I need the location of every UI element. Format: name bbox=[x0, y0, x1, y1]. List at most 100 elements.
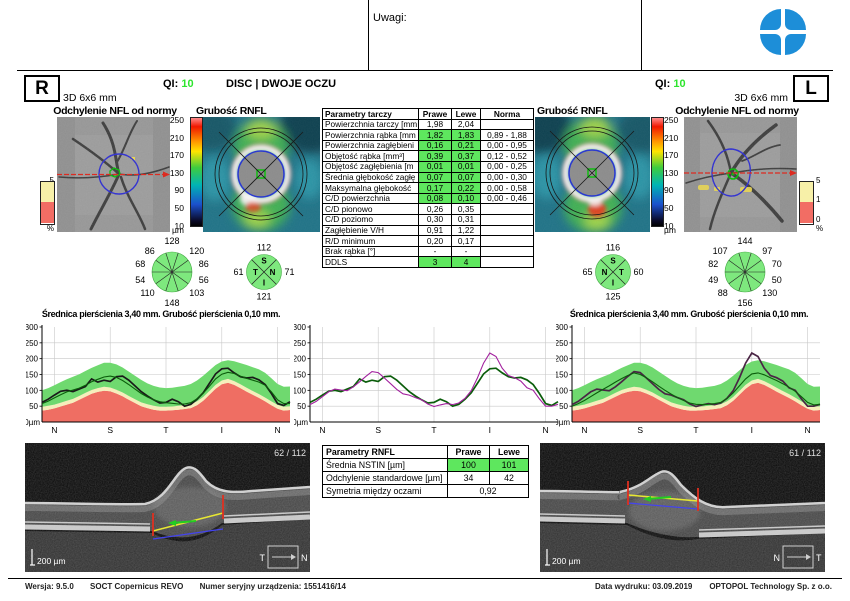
qi-left: QI: 10 bbox=[655, 78, 686, 90]
ring-title-left: Średnica pierścienia 3,40 mm. Grubość pi… bbox=[569, 309, 809, 319]
value-right-cell: 34 bbox=[447, 471, 490, 485]
scale-label: 200 µm bbox=[552, 556, 581, 566]
y-tick-label: 100 bbox=[294, 386, 307, 395]
value-right-cell: 0,08 bbox=[418, 192, 452, 205]
norm-band bbox=[42, 382, 290, 422]
bscan-image-right: 62 / 112 200 µm T N bbox=[25, 443, 310, 572]
orientation-letter-right: T bbox=[816, 553, 822, 563]
um-scale-tick: 170 bbox=[664, 150, 679, 161]
value-right-cell: 0,91 bbox=[418, 224, 452, 237]
scan-size-left: 3D 6x6 mm bbox=[734, 92, 788, 104]
clock-sector-value: 110 bbox=[140, 288, 154, 298]
qi-left-value: 10 bbox=[673, 78, 686, 90]
param-label-cell: R/D minimum bbox=[322, 235, 419, 247]
param-label-cell: Powierzchnia rąbka [mm bbox=[322, 129, 419, 141]
bmo-reference-line bbox=[627, 502, 699, 510]
um-scale-unit: µm bbox=[172, 225, 184, 235]
orientation-letter-left: T bbox=[260, 553, 266, 563]
deviation-pct-bar-right bbox=[40, 181, 55, 225]
qi-label: QI: bbox=[163, 78, 179, 90]
table-row: Maksymalna głębokość 0,17 0,22 0,00 - 0,58 bbox=[322, 182, 534, 194]
value-left-cell: 0,01 bbox=[451, 160, 481, 173]
clock-sector-value: 56 bbox=[199, 275, 209, 285]
cup-measure-arrow bbox=[168, 520, 176, 526]
clock-sector-line bbox=[171, 271, 189, 284]
value-left-cell: 2,04 bbox=[451, 118, 481, 131]
param-label-cell: Symetria między oczami bbox=[322, 484, 448, 498]
norm-cell: 0,00 - 0,46 bbox=[480, 192, 534, 205]
clock-sector-value: 103 bbox=[189, 288, 204, 298]
norm-cell: 0,00 - 0,30 bbox=[480, 171, 534, 184]
y-tick-label: 250 bbox=[26, 339, 39, 348]
table-header-cell: Prawe bbox=[418, 108, 452, 120]
clock-sector-line bbox=[165, 252, 173, 273]
orientation-box bbox=[782, 545, 814, 569]
profile-line bbox=[41, 371, 290, 405]
clock-sector-value: 148 bbox=[164, 298, 179, 308]
notes-label: Uwagi: bbox=[373, 12, 407, 24]
qi-label: QI: bbox=[655, 78, 671, 90]
value-left-cell: 1,22 bbox=[451, 224, 481, 237]
x-category-label: N bbox=[581, 425, 587, 435]
y-tick-label: 50 bbox=[29, 402, 38, 411]
y-tick-label: 300 bbox=[294, 323, 307, 332]
table-header-cell: Prawe bbox=[447, 445, 490, 459]
clock-sector-value: 82 bbox=[708, 259, 718, 269]
value-right-cell: 0,01 bbox=[418, 160, 452, 173]
frame-counter: 62 / 112 bbox=[274, 448, 306, 458]
clock-sector-line bbox=[728, 271, 746, 284]
um-scale-tick: 130 bbox=[664, 167, 679, 178]
clock-sector-line bbox=[728, 260, 746, 273]
clock-sector-value: 49 bbox=[708, 275, 718, 285]
quadrant-chart-right: S IT N 112 121 61 71 bbox=[233, 243, 294, 302]
table-row: R/D minimum 0,20 0,17 bbox=[322, 235, 534, 247]
x-category-label: I bbox=[489, 425, 491, 435]
value-left-cell: 0,31 bbox=[451, 213, 481, 226]
value-left-cell: 0,10 bbox=[451, 192, 481, 205]
value-right-cell: 100 bbox=[447, 458, 490, 472]
value-left-cell: 1,83 bbox=[451, 129, 481, 141]
y-tick-label: 50 bbox=[297, 402, 306, 411]
value-left-cell: 101 bbox=[489, 458, 529, 472]
header-rule bbox=[17, 70, 833, 71]
quadrant-letter: I bbox=[263, 279, 265, 288]
footer-print-date: Data wydruku: 03.09.2019 bbox=[595, 582, 693, 591]
table-row: C/D pionowo 0,26 0,35 bbox=[322, 203, 534, 215]
orientation-letter-left: N bbox=[774, 553, 781, 563]
x-category-label: I bbox=[751, 425, 753, 435]
table-header-cell: Norma bbox=[480, 108, 534, 120]
param-label-cell: Średnia głębokość zagłę bbox=[322, 171, 419, 184]
value-right-cell: 0,20 bbox=[418, 235, 452, 247]
um-scale-tick: 50 bbox=[664, 203, 674, 213]
param-label-cell: DDLS bbox=[322, 256, 419, 268]
clock-sector-line bbox=[744, 271, 752, 292]
orientation-letter-right: N bbox=[301, 553, 308, 563]
y-tick-label: 100 bbox=[26, 386, 39, 395]
clock-sector-line bbox=[155, 260, 173, 273]
clock-sector-line bbox=[744, 260, 762, 273]
y-tick-label: 300 bbox=[556, 323, 569, 332]
qi-right: QI: 10 bbox=[163, 78, 194, 90]
qi-right-value: 10 bbox=[181, 78, 194, 90]
table-row: Zagłębienie V/H 0,91 1,22 bbox=[322, 224, 534, 237]
x-category-label: T bbox=[431, 425, 436, 435]
um-scale-right: 250 210 170 130 90 50 10 µm bbox=[164, 113, 186, 235]
table-row: Średnia NSTIN [µm] 100 101 bbox=[322, 458, 529, 472]
x-category-label: N bbox=[805, 425, 811, 435]
deviation-title-left: Odchylenie NFL od normy bbox=[675, 105, 799, 117]
quadrant-letter: N bbox=[602, 268, 608, 277]
y-tick-label: 200 bbox=[294, 355, 307, 364]
clock-sector-line bbox=[744, 252, 752, 273]
norm-cell bbox=[480, 213, 534, 226]
clock-sector-line bbox=[738, 252, 746, 273]
y-tick-label: 250 bbox=[556, 339, 569, 348]
clock-sector-value: 120 bbox=[189, 246, 204, 256]
value-right-cell: 0,26 bbox=[418, 203, 452, 215]
param-label-cell: Powierzchnia tarczy [mm bbox=[322, 118, 419, 131]
y-tick-label: 50 bbox=[559, 402, 568, 411]
value-right-cell: 1,98 bbox=[418, 118, 452, 131]
y-tick-label: 200 bbox=[556, 355, 569, 364]
footer-company: OPTOPOL Technology Sp. z o.o. bbox=[709, 582, 832, 591]
value-left-cell: 0,35 bbox=[451, 203, 481, 215]
logo-petals bbox=[760, 9, 806, 55]
